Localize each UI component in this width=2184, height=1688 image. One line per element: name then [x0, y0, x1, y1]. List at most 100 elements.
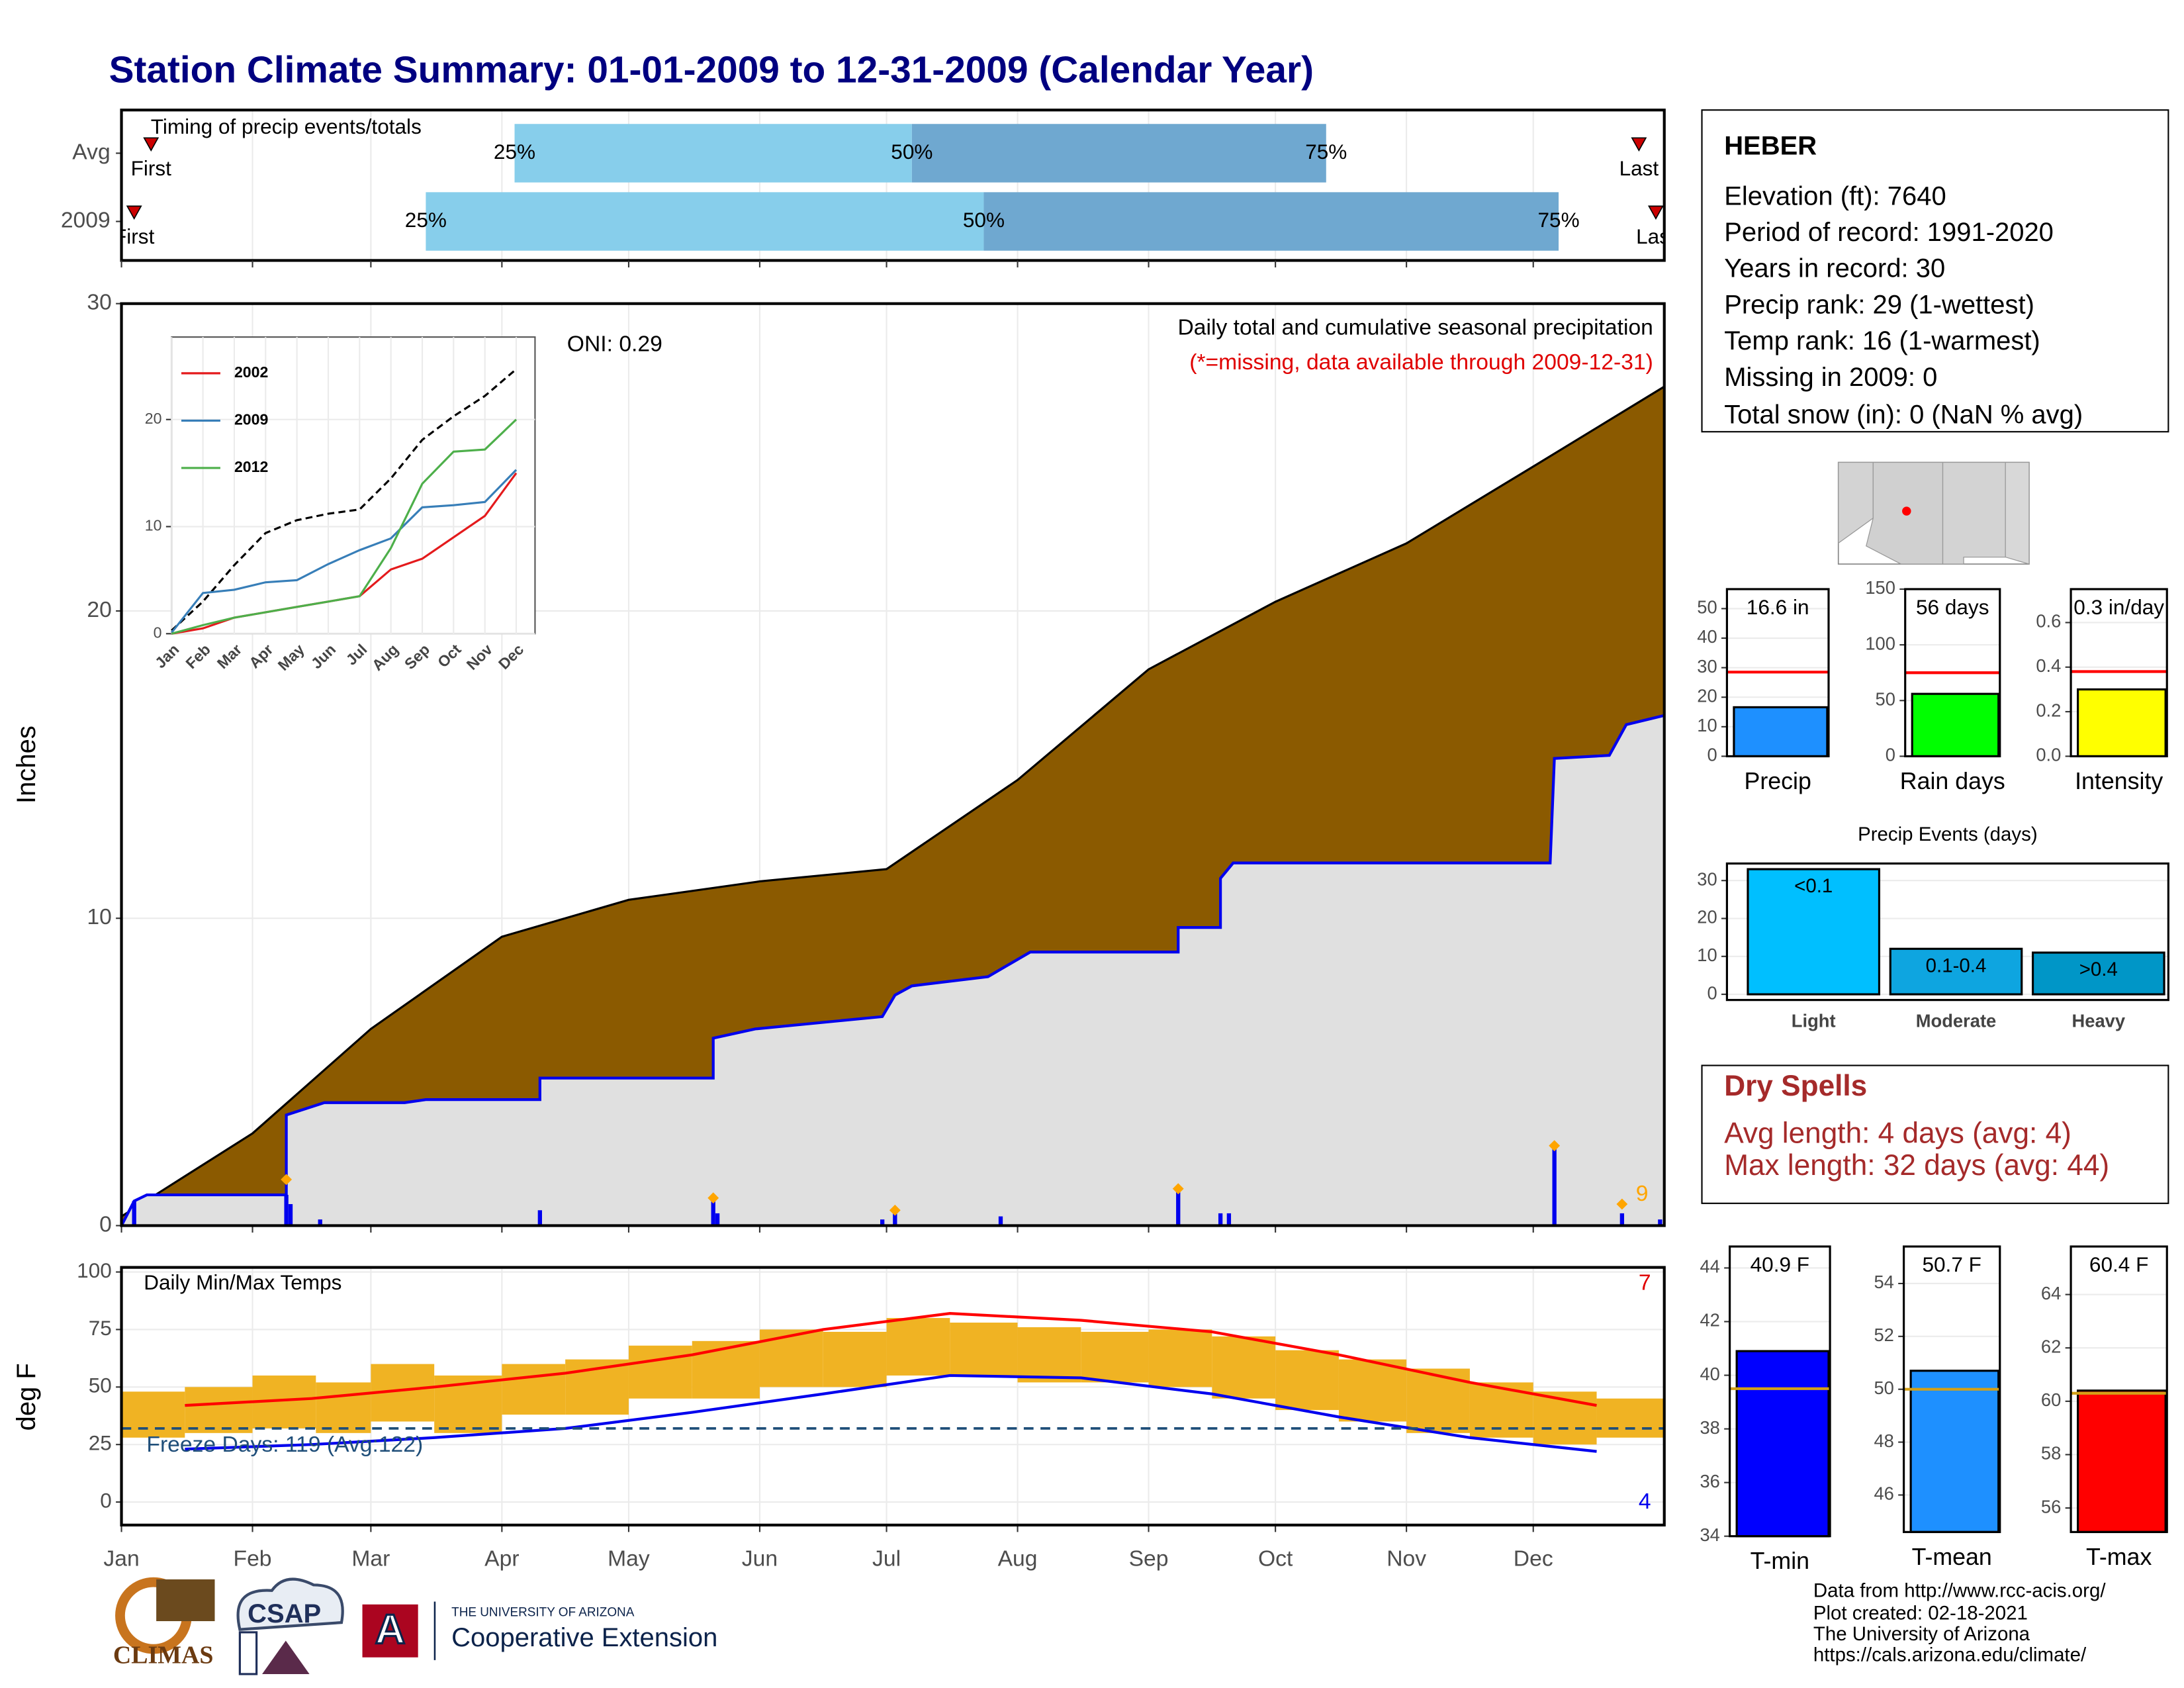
daily-bar — [284, 1195, 289, 1226]
station-dot — [1902, 506, 1911, 516]
y-tick-label: 0 — [99, 1212, 112, 1237]
daily-bar — [288, 1203, 293, 1226]
y-tick-label: 50 — [89, 1374, 112, 1397]
y-tick-label: 10 — [145, 517, 162, 534]
temp-range-bar — [1148, 1329, 1212, 1387]
x-tick-label: Jan — [103, 1546, 139, 1571]
footer-line: The University of Arizona — [1813, 1623, 2030, 1645]
value-label-box: 50.7 F — [1922, 1253, 1981, 1278]
range-label: 0.1-0.4 — [1926, 955, 1987, 976]
timing-marker — [1648, 205, 1664, 220]
y-tick-label: 50 — [1874, 1378, 1893, 1398]
y-tick-label: 20 — [145, 410, 162, 427]
plot-frame — [2070, 588, 2168, 758]
timing-bar — [911, 124, 1326, 183]
temp-range-bar — [1212, 1336, 1276, 1399]
temp-range-bar — [628, 1345, 692, 1399]
daily-bar — [318, 1219, 322, 1226]
station-line: Missing in 2009: 0 — [1724, 363, 1937, 392]
value-bar — [2077, 688, 2167, 758]
timing-marker — [1631, 137, 1647, 152]
daily-bar — [711, 1197, 715, 1226]
obs-line — [120, 714, 1665, 1227]
event-marker — [1549, 1140, 1561, 1152]
dry-spells-line: Max length: 32 days (avg: 44) — [1724, 1149, 2109, 1182]
y-tick-label: 52 — [1874, 1325, 1893, 1345]
station-line: Period of record: 1991-2020 — [1724, 218, 2054, 247]
x-tick-label: Feb — [234, 1546, 272, 1571]
row-label: 2009 — [61, 208, 111, 232]
x-tick-label: Dec — [1514, 1546, 1553, 1571]
x-tick-label: Jul — [872, 1546, 901, 1571]
daily-bar — [1552, 1145, 1557, 1226]
panel-title: Daily Min/Max Temps — [144, 1270, 341, 1294]
y-tick-label: 10 — [1697, 715, 1717, 735]
y-axis-title: Inches — [12, 726, 41, 804]
x-axis-title: Precip — [1745, 768, 1811, 794]
logos: CLIMAS CSAP A THE UNIVERSITY OF ARIZONA … — [113, 1577, 717, 1675]
y-tick-label: 0.0 — [2036, 745, 2061, 765]
value-label: 60.4 F — [2089, 1253, 2149, 1278]
temp-range-bar — [886, 1318, 950, 1376]
timing-marker-label: Last — [1636, 224, 1676, 248]
avg-line — [171, 368, 518, 632]
plot-frame — [1729, 1245, 1831, 1538]
dry-spells-line: Avg length: 4 days (avg: 4) — [1724, 1117, 2071, 1149]
temp-range-bar — [502, 1364, 566, 1415]
y-tick-label: 40 — [1697, 626, 1717, 647]
temp-range-bar — [1081, 1331, 1149, 1383]
y-tick-label: 10 — [1697, 945, 1717, 965]
footer-line: Data from http://www.rcc-acis.org/ — [1813, 1580, 2106, 1602]
ua-name: THE UNIVERSITY OF ARIZONA — [451, 1605, 635, 1619]
panel-title: Precip Events (days) — [1858, 823, 2038, 845]
plot-frame — [2070, 1245, 2168, 1533]
y-tick-label: 56 — [2041, 1496, 2061, 1517]
y-tick-label: 0.4 — [2036, 655, 2061, 676]
timing-clip: First Last 25% 50% 75% First Last 25% 50% 75% — [114, 110, 1676, 261]
y-tick-label: 64 — [2041, 1283, 2061, 1303]
map-state — [2005, 461, 2030, 565]
temp-range-bar — [316, 1382, 371, 1433]
y-tick-label: 100 — [77, 1258, 112, 1282]
quantile-label: 50% — [963, 208, 1005, 232]
y-tick-label: 38 — [1700, 1417, 1719, 1438]
value-label-box: 40.9 F — [1751, 1254, 1809, 1278]
station-line: Precip rank: 29 (1-wettest) — [1724, 290, 2034, 319]
y-tick-label: 0.2 — [2036, 700, 2061, 720]
footer-line: Plot created: 02-18-2021 — [1813, 1602, 2028, 1624]
x-tick-label: Light — [1792, 1011, 1836, 1031]
row-label: Avg — [72, 140, 110, 164]
event-bar — [1889, 947, 2023, 996]
x-axis-title: T-mean — [1912, 1544, 1992, 1570]
value-bar — [1911, 692, 2000, 758]
temp-range-bar — [1338, 1359, 1407, 1422]
timing-title: Timing of precip events/totals — [151, 115, 422, 138]
normal-line — [185, 1312, 1597, 1407]
value-label: 0.3 in/day — [2073, 596, 2165, 620]
x-axis-title: Rain days — [1900, 768, 2005, 794]
y-tick-label: 46 — [1874, 1483, 1893, 1504]
range-label: >0.4 — [2079, 959, 2118, 980]
avg-line — [120, 385, 1665, 1217]
x-tick-label: May — [608, 1546, 650, 1571]
daily-bar — [1218, 1213, 1223, 1226]
y-tick-label: 150 — [1865, 577, 1895, 598]
map-state — [1942, 461, 2006, 565]
value-label-box: 0.3 in/day — [2073, 596, 2165, 620]
y-tick-label: 54 — [1874, 1272, 1893, 1292]
oni: ONI: 0.29 — [567, 332, 662, 357]
event-marker — [707, 1192, 719, 1204]
value-bar — [1733, 706, 1829, 758]
series-line — [171, 469, 518, 633]
y-tick-label: 0.6 — [2036, 611, 2061, 632]
timing-marker — [143, 137, 159, 152]
csap-mountain — [262, 1640, 310, 1674]
plot-frame — [120, 109, 1666, 262]
y-tick-label: 36 — [1700, 1471, 1719, 1491]
value-label: 16.6 in — [1746, 596, 1809, 620]
value-label: 50.7 F — [1922, 1253, 1981, 1278]
timing-marker-label: First — [114, 224, 155, 248]
y-tick-label: 60 — [2041, 1389, 2061, 1410]
value-label-box: 56 days — [1916, 596, 1989, 620]
